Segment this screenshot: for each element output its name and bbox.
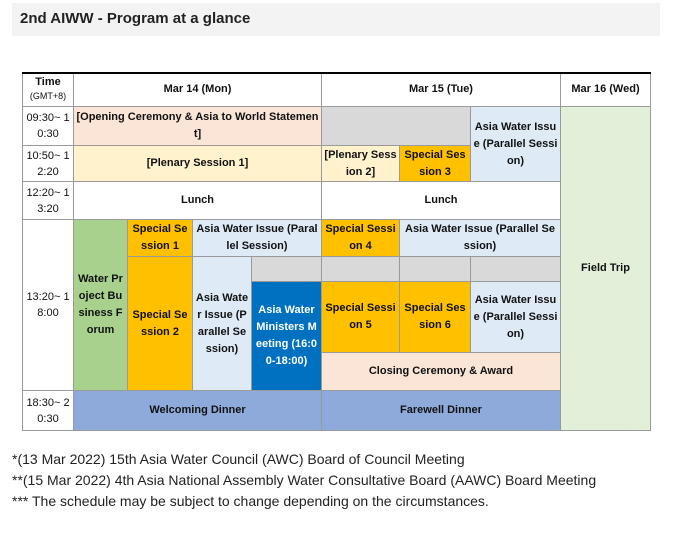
empty-slot-tue-b bbox=[400, 257, 471, 282]
page-title: 2nd AIWW - Program at a glance bbox=[20, 10, 251, 27]
closing-ceremony-award: Closing Ceremony & Award bbox=[322, 353, 561, 391]
header-time: Time (GMT+8) bbox=[23, 72, 74, 107]
footnote-2: **(15 Mar 2022) 4th Asia National Assemb… bbox=[12, 472, 597, 488]
farewell-dinner: Farewell Dinner bbox=[322, 391, 561, 431]
special-session-2: Special Session 2 bbox=[128, 257, 193, 391]
header-day-mar14: Mar 14 (Mon) bbox=[74, 72, 322, 107]
time-slot-1: 09:30~ 10:30 bbox=[23, 107, 74, 146]
header-day-mar15: Mar 15 (Tue) bbox=[322, 72, 561, 107]
footnote-1: *(13 Mar 2022) 15th Asia Water Council (… bbox=[12, 451, 465, 467]
empty-slot-tue-0930 bbox=[322, 107, 471, 146]
special-session-3: Special Session 3 bbox=[400, 146, 471, 182]
title-bar: 2nd AIWW - Program at a glance bbox=[12, 3, 660, 36]
schedule-table: Time (GMT+8) Mar 14 (Mon) Mar 15 (Tue) M… bbox=[22, 72, 651, 431]
time-slot-3: 12:20~ 13:20 bbox=[23, 182, 74, 220]
asia-water-issue-tue-mid: Asia Water Issue (Parallel Session) bbox=[471, 282, 561, 353]
time-slot-4: 13:20~ 18:00 bbox=[23, 220, 74, 391]
asia-water-issue-mon-top: Asia Water Issue (Parallel Session) bbox=[193, 220, 322, 257]
special-session-5: Special Session 5 bbox=[322, 282, 400, 353]
header-day-mar16: Mar 16 (Wed) bbox=[561, 72, 651, 107]
empty-slot-tue-a bbox=[322, 257, 400, 282]
table-left-border bbox=[22, 72, 23, 431]
asia-water-ministers-meeting: Asia Water Ministers Meeting (16:00-18:0… bbox=[252, 282, 322, 391]
footnote-3: *** The schedule may be subject to chang… bbox=[12, 493, 489, 509]
special-session-6: Special Session 6 bbox=[400, 282, 471, 353]
empty-slot-mon-ministers bbox=[252, 257, 322, 282]
header-time-label: Time bbox=[35, 76, 61, 88]
plenary-session-1: [Plenary Session 1] bbox=[74, 146, 322, 182]
time-slot-2: 10:50~ 12:20 bbox=[23, 146, 74, 182]
lunch-tue: Lunch bbox=[322, 182, 561, 220]
plenary-session-2: [Plenary Session 2] bbox=[322, 146, 400, 182]
empty-slot-tue-c bbox=[471, 257, 561, 282]
asia-water-issue-mon-col: Asia Water Issue (Parallel Session) bbox=[193, 257, 252, 391]
field-trip: Field Trip bbox=[561, 107, 651, 431]
table-top-border bbox=[22, 72, 651, 74]
opening-ceremony: [Opening Ceremony & Asia to World Statem… bbox=[74, 107, 322, 146]
asia-water-issue-tue-top: Asia Water Issue (Parallel Session) bbox=[400, 220, 561, 257]
welcoming-dinner: Welcoming Dinner bbox=[74, 391, 322, 431]
header-timezone: (GMT+8) bbox=[29, 91, 67, 101]
special-session-4: Special Session 4 bbox=[322, 220, 400, 257]
water-project-business-forum: Water Project Business Forum bbox=[74, 220, 128, 391]
footnotes: *(13 Mar 2022) 15th Asia Water Council (… bbox=[12, 449, 672, 512]
special-session-1: Special Session 1 bbox=[128, 220, 193, 257]
time-slot-5: 18:30~ 20:30 bbox=[23, 391, 74, 431]
lunch-mon: Lunch bbox=[74, 182, 322, 220]
asia-water-issue-tue-am: Asia Water Issue (Parallel Session) bbox=[471, 107, 561, 182]
